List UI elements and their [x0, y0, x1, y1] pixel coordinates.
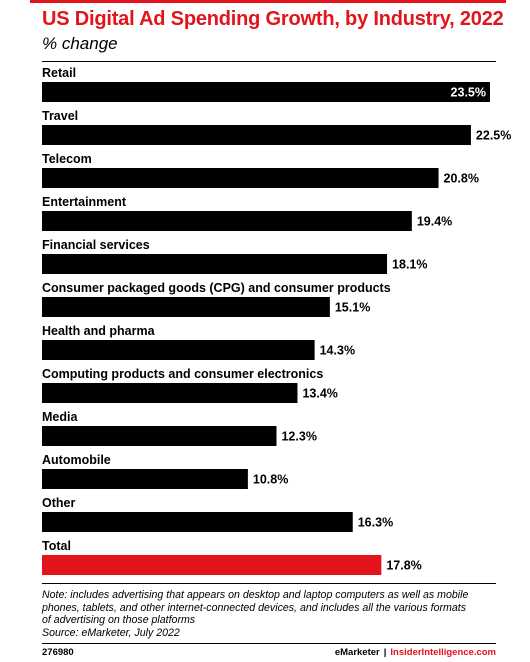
value-label: 15.1%: [335, 301, 370, 315]
value-label: 23.5%: [451, 86, 486, 100]
bar: [42, 168, 439, 188]
category-label: Financial services: [42, 238, 150, 252]
value-label: 22.5%: [476, 129, 511, 143]
category-label: Media: [42, 410, 78, 424]
category-label: Entertainment: [42, 195, 127, 209]
bar: [42, 340, 315, 360]
category-label: Travel: [42, 109, 78, 123]
note-line: Note: includes advertising that appears …: [42, 589, 469, 601]
category-label: Automobile: [42, 453, 111, 467]
footer-brand: eMarketer | InsiderIntelligence.com: [335, 647, 496, 658]
value-label: 13.4%: [302, 387, 337, 401]
category-label: Computing products and consumer electron…: [42, 367, 323, 381]
bar: [42, 82, 490, 102]
value-label: 17.8%: [386, 559, 421, 573]
category-label: Other: [42, 496, 75, 510]
value-label: 20.8%: [444, 172, 479, 186]
brand-emarketer[interactable]: eMarketer: [334, 647, 380, 658]
top-divider: [42, 61, 496, 62]
chart-id: 276980: [42, 647, 74, 658]
value-label: 16.3%: [358, 516, 393, 530]
category-label: Total: [42, 539, 71, 553]
category-label: Consumer packaged goods (CPG) and consum…: [42, 281, 391, 295]
bar: [42, 297, 330, 317]
value-label: 18.1%: [392, 258, 427, 272]
note-line: of advertising on those platforms: [42, 614, 196, 626]
value-label: 12.3%: [281, 430, 316, 444]
bottom-divider: [42, 583, 496, 584]
bar: [42, 512, 353, 532]
chart-title: US Digital Ad Spending Growth, by Indust…: [42, 8, 504, 30]
chart-notes: Note: includes advertising that appears …: [42, 589, 502, 639]
bar: [42, 254, 388, 274]
value-label: 19.4%: [417, 215, 452, 229]
value-label: 14.3%: [320, 344, 355, 358]
bar: [42, 211, 412, 231]
bar-chart: Retail 23.5% Travel 22.5% Telecom 20.8% Entert…: [42, 66, 511, 575]
bar: [42, 383, 298, 403]
category-label: Retail: [42, 66, 76, 80]
bar: [42, 469, 248, 489]
bar: [42, 426, 277, 446]
category-label: Health and pharma: [42, 324, 156, 338]
brand-separator: |: [383, 647, 387, 658]
note-line: phones, tablets, and other internet-conn…: [42, 601, 467, 614]
source-line: Source: eMarketer, July 2022: [42, 626, 180, 639]
category-label: Telecom: [42, 152, 92, 166]
bar-total: [42, 555, 382, 575]
top-accent-bar: [30, 0, 506, 3]
brand-insider-link[interactable]: InsiderIntelligence.com: [390, 647, 496, 658]
value-label: 10.8%: [253, 473, 288, 487]
footer-divider: [42, 643, 496, 644]
bar: [42, 125, 471, 145]
chart-subtitle: % change: [42, 34, 118, 53]
